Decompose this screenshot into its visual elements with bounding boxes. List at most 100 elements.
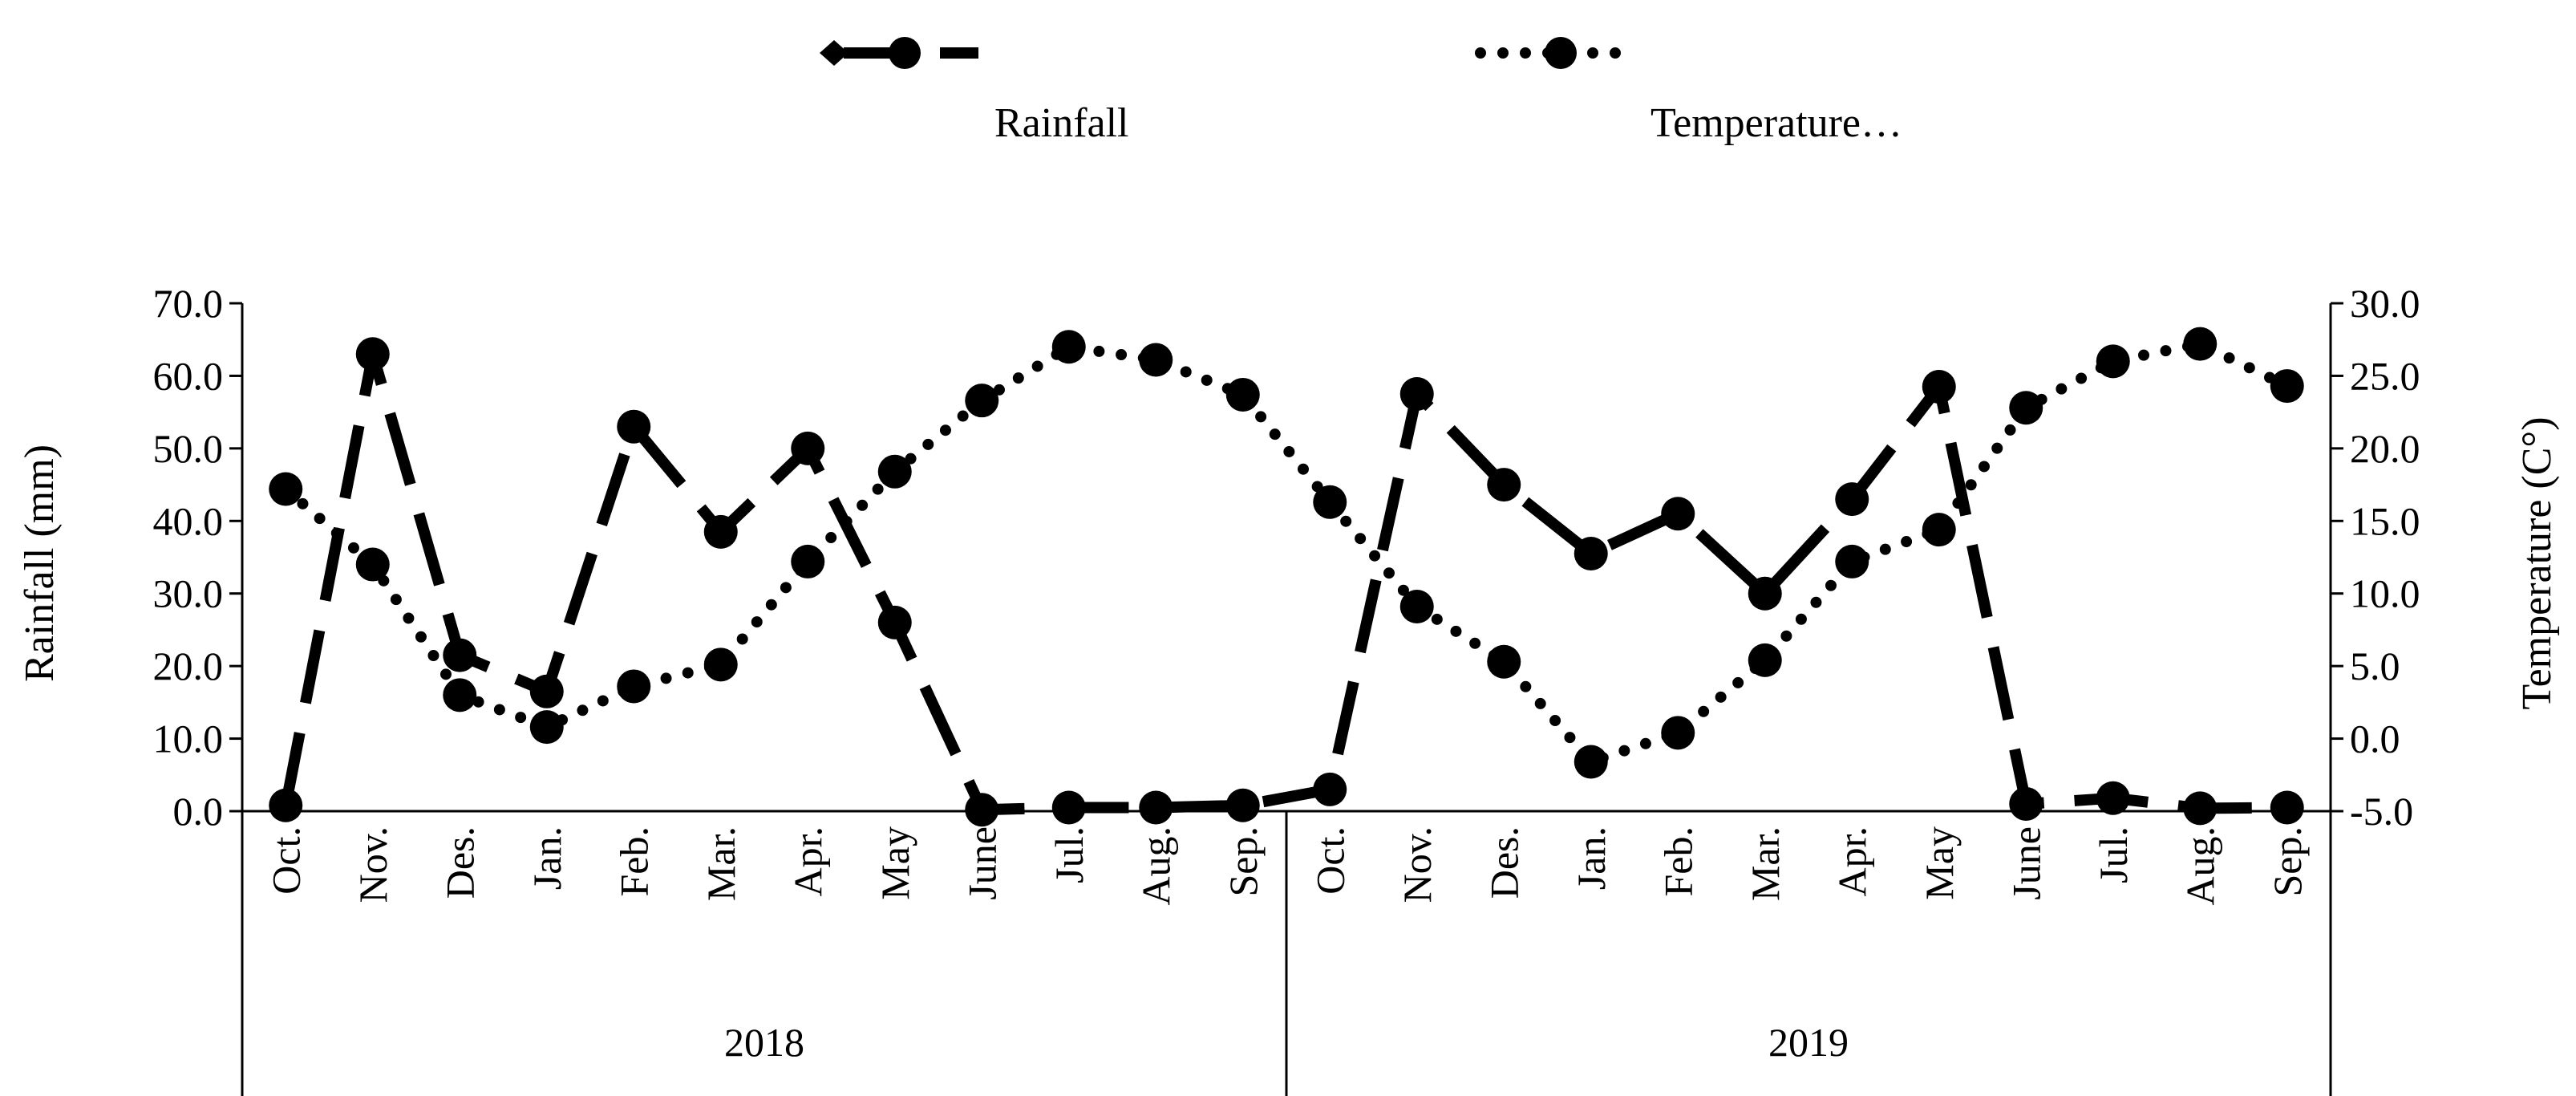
temperature-point (791, 544, 825, 578)
rainfall-point (355, 337, 390, 371)
rainfall-line (280, 348, 2287, 816)
rainfall-point (1922, 369, 1956, 404)
y2-tick-label: 25.0 (2350, 353, 2420, 398)
temperature-point (2270, 369, 2304, 404)
rainfall-point (791, 431, 825, 465)
x-category-label: Sep. (1221, 826, 1266, 897)
y2-tick-label: 5.0 (2350, 643, 2400, 688)
temperature-point (1661, 716, 1695, 750)
rainfall-point (269, 788, 303, 822)
legend-rainfall-label: Rainfall (994, 100, 1129, 146)
rainfall-point (877, 605, 912, 639)
rainfall-point (2009, 786, 2043, 821)
temperature-point (2183, 327, 2218, 361)
x-category-label: Nov. (350, 826, 395, 903)
x-axis-category-labels: Oct. Nov. Des. Jan. Feb. Mar. Apr. May June Jul. A… (263, 826, 2310, 906)
series-temperature (269, 327, 2304, 779)
x-category-label: Jul. (1047, 826, 1092, 883)
rainfall-point (617, 409, 651, 444)
temperature-point (2009, 391, 2043, 425)
y2-axis-title: Temperature (C°) (2514, 416, 2560, 709)
y-tick-label: 70.0 (153, 281, 224, 326)
rainfall-point (1835, 482, 1869, 517)
legend-temperature-circle-marker (1545, 37, 1577, 69)
rainfall-point (1051, 790, 1086, 825)
x-category-label: June (2003, 826, 2048, 900)
temperature-point (877, 454, 912, 489)
y-tick-label: 60.0 (153, 353, 224, 398)
temperature-line (280, 338, 2293, 768)
x-category-label: Mar. (1743, 826, 1788, 901)
x-category-label: Jul. (2091, 826, 2136, 883)
y-axis-ticks: 0.0 10.0 20.0 30.0 40.0 50.0 60.0 70.0 (153, 281, 242, 834)
x-category-label: Oct. (1307, 826, 1352, 895)
temperature-point (1225, 377, 1260, 412)
temperature-point (1748, 643, 1782, 677)
x-category-label: June (959, 826, 1004, 900)
legend-item-rainfall: Rainfall (820, 37, 1129, 146)
y2-tick-label: 30.0 (2350, 281, 2420, 326)
x-category-label: Des. (1481, 826, 1526, 899)
temperature-point (269, 472, 303, 506)
y-tick-label: 30.0 (153, 571, 224, 616)
temperature-point (1051, 330, 1086, 364)
x-category-label: Apr. (1829, 826, 1874, 897)
temperature-point (1139, 343, 1173, 377)
y-tick-label: 40.0 (153, 498, 224, 543)
rainfall-point (965, 793, 999, 827)
y2-axis-ticks: -5.0 0.0 5.0 10.0 15.0 20.0 25.0 30.0 (2331, 281, 2420, 834)
temperature-point (1835, 544, 1869, 578)
temperature-point (965, 384, 999, 418)
x-category-label: Apr. (785, 826, 830, 897)
series-rainfall (269, 337, 2304, 827)
x-category-label: Aug. (1133, 826, 1178, 906)
x-category-label: Feb. (1655, 826, 1700, 897)
rainfall-point (1139, 790, 1173, 825)
rainfall-point (1225, 788, 1260, 822)
x-category-label: Mar. (699, 826, 743, 901)
rainfall-point (2183, 791, 2218, 826)
x-category-label: Feb. (611, 826, 656, 897)
x-category-label: Des. (437, 826, 482, 899)
legend: Rainfall Temperature… (820, 37, 1902, 146)
x-category-label: Nov. (1395, 826, 1440, 903)
x-category-label: Aug. (2177, 826, 2222, 906)
temperature-point (443, 678, 477, 712)
rainfall-point (1661, 497, 1695, 531)
rainfall-point (1487, 468, 1521, 502)
y-tick-label: 0.0 (173, 789, 224, 834)
x-category-label: May (873, 826, 917, 900)
temperature-point (1313, 485, 1347, 519)
year-group-label: 2018 (724, 1020, 804, 1065)
temperature-point (529, 710, 564, 745)
temperature-point (1487, 644, 1521, 679)
rainfall-point (1313, 772, 1347, 806)
rainfall-point (2270, 790, 2304, 825)
y-tick-label: 10.0 (153, 716, 224, 761)
y2-tick-label: 15.0 (2350, 498, 2420, 543)
rainfall-point (529, 674, 564, 708)
x-category-label: Jan. (1569, 826, 1614, 890)
y2-tick-label: 0.0 (2350, 716, 2400, 761)
temperature-point (1399, 589, 1434, 623)
legend-item-temperature: Temperature… (1475, 37, 1902, 146)
x-category-label: Oct. (263, 826, 308, 895)
legend-rainfall-diamond-marker (820, 40, 849, 66)
y2-tick-label: -5.0 (2350, 789, 2413, 834)
temperature-point (1574, 745, 1608, 779)
y2-tick-label: 10.0 (2350, 571, 2420, 616)
y-tick-label: 20.0 (153, 643, 224, 688)
rainfall-point (2096, 781, 2130, 815)
x-category-label: May (1917, 826, 1962, 900)
rainfall-point (1748, 576, 1782, 611)
rainfall-point (1399, 377, 1434, 412)
temperature-point (617, 669, 651, 704)
temperature-point (355, 547, 390, 582)
rainfall-point (1574, 536, 1608, 570)
temperature-point (2096, 344, 2130, 379)
x-axis-year-labels: 2018 2019 (724, 1020, 1849, 1065)
legend-rainfall-circle-marker (889, 37, 921, 69)
y-axis-title: Rainfall (mm) (17, 444, 63, 682)
y-tick-label: 50.0 (153, 426, 224, 471)
